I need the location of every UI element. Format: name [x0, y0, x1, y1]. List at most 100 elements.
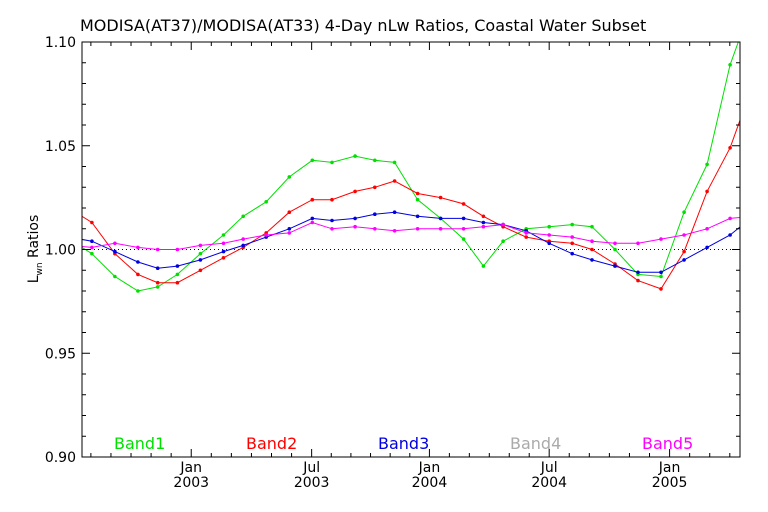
y-tick-label: 1.10 — [45, 35, 76, 51]
band5-point — [113, 241, 117, 246]
band5-point — [438, 227, 443, 231]
band3-point — [682, 258, 686, 262]
band1-point — [175, 272, 180, 277]
band2-point — [353, 189, 357, 194]
band2-point — [198, 268, 203, 273]
band1-point — [353, 154, 357, 158]
band3-point — [155, 266, 160, 271]
y-tick-label: 0.95 — [45, 346, 76, 362]
band5-point — [547, 233, 551, 237]
band2-point — [392, 179, 397, 183]
band2-point — [481, 214, 486, 219]
legend-band4: Band4 — [510, 434, 561, 453]
band1-point — [373, 158, 377, 163]
band2-point — [136, 272, 140, 277]
band5-point — [155, 247, 160, 252]
band5-point — [636, 241, 640, 246]
band5-point — [330, 227, 334, 231]
band2-point — [90, 220, 94, 225]
band5-point — [590, 239, 594, 243]
band3-point — [392, 210, 397, 214]
band2-point — [175, 280, 180, 285]
band5-point — [175, 247, 180, 252]
band1-point — [113, 274, 117, 279]
band5-point — [501, 222, 505, 227]
band3-point — [705, 245, 709, 250]
band1-point — [547, 224, 551, 229]
band1-point — [310, 158, 315, 163]
band5-point — [136, 245, 140, 250]
band5-point — [221, 241, 226, 246]
x-tick-month: Jan — [418, 460, 441, 476]
band2-point — [373, 185, 377, 190]
band1-point — [481, 264, 486, 268]
band1-point — [90, 251, 94, 256]
band3-point — [310, 216, 315, 221]
y-axis-label: Lwn Ratios — [26, 215, 45, 284]
band5-point — [659, 237, 663, 241]
band1-point — [751, 0, 755, 2]
x-tick-month: Jan — [179, 460, 202, 476]
band5-point — [613, 241, 617, 246]
band1-point — [461, 237, 466, 241]
axes-group: 0.900.951.001.051.10Jan2003Jul2003Jan200… — [45, 35, 740, 491]
band3-point — [461, 216, 466, 221]
band5-point — [570, 235, 574, 239]
band5-point — [287, 231, 292, 235]
band3-point — [113, 249, 117, 254]
band1-point — [728, 63, 732, 67]
band1-point — [330, 160, 334, 165]
band3-point — [175, 264, 180, 268]
band3-point — [241, 243, 245, 248]
x-tick-year: 2003 — [294, 475, 330, 491]
legend: Band1 Band2 Band3 Band4 Band5 — [114, 434, 693, 453]
x-tick-month: Jul — [540, 460, 558, 476]
band2-point — [67, 206, 71, 210]
x-tick-year: 2003 — [173, 475, 209, 491]
band1-point — [501, 239, 505, 243]
band1-point — [705, 162, 709, 167]
band3-line — [82, 211, 740, 273]
band5-point — [728, 216, 732, 221]
band1-point — [264, 200, 269, 204]
band1-point — [613, 247, 617, 252]
band5-point — [373, 227, 377, 231]
band2-point — [330, 197, 334, 202]
band1-point — [287, 175, 292, 179]
x-tick-year: 2005 — [652, 475, 688, 491]
band5-point — [481, 224, 486, 229]
x-tick-year: 2004 — [412, 475, 448, 491]
x-tick-year: 2004 — [531, 475, 567, 491]
band2-point — [570, 241, 574, 246]
band3-point — [67, 235, 71, 239]
band5-line — [82, 216, 740, 250]
legend-band3: Band3 — [378, 434, 429, 453]
band2-point — [682, 249, 686, 254]
band5-point — [310, 220, 315, 225]
band2-point — [659, 287, 663, 291]
band2-point — [438, 195, 443, 200]
y-tick-label: 1.05 — [45, 139, 76, 155]
band3-point — [287, 227, 292, 231]
band1-point — [415, 197, 420, 202]
series-group — [67, 0, 755, 293]
band2-point — [590, 247, 594, 252]
chart-title: MODISA(AT37)/MODISA(AT33) 4-Day nLw Rati… — [80, 16, 646, 35]
x-tick-month: Jan — [658, 460, 681, 476]
band3-point — [136, 260, 140, 264]
band5-point — [353, 224, 357, 229]
band3-point — [636, 270, 640, 275]
band2-point — [221, 255, 226, 260]
legend-band2: Band2 — [246, 434, 297, 453]
legend-band1: Band1 — [114, 434, 165, 453]
band1-line — [82, 42, 739, 292]
band1-point — [590, 224, 594, 229]
band5-point — [461, 227, 466, 231]
band5-point — [392, 229, 397, 233]
band1-point — [221, 233, 226, 237]
band1-point — [659, 274, 663, 279]
band2-point — [728, 146, 732, 150]
band3-point — [415, 214, 420, 219]
y-tick-label: 0.90 — [45, 450, 76, 466]
band5-point — [751, 215, 755, 219]
